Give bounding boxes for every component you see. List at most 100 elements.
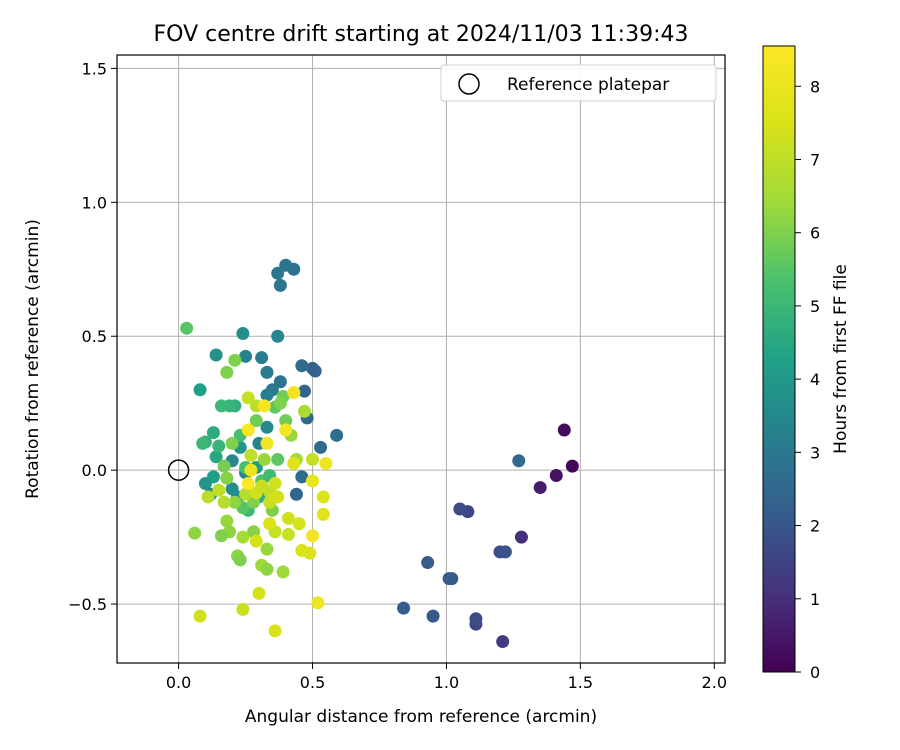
legend-box (440, 64, 717, 102)
data-point (239, 487, 253, 501)
data-point (421, 556, 435, 570)
data-point (217, 459, 231, 473)
y-tick-label: −0.5 (68, 595, 107, 614)
data-point (236, 327, 250, 341)
data-point (512, 454, 526, 468)
data-point (297, 384, 311, 398)
reference-platepar-marker (167, 459, 190, 481)
data-point (236, 602, 250, 616)
legend-entry-reference-platepar: Reference platepar (507, 75, 669, 95)
colorbar-tick-label: 1 (810, 590, 820, 609)
data-point (209, 450, 223, 464)
data-point (249, 534, 263, 548)
data-point (220, 365, 234, 379)
data-point (220, 471, 234, 485)
data-point (260, 542, 274, 556)
data-point (316, 490, 330, 504)
data-point (239, 349, 253, 363)
data-point (257, 399, 271, 413)
x-tick-label: 2.0 (702, 673, 727, 692)
data-point (279, 258, 293, 272)
data-point (236, 530, 250, 544)
legend-marker-icon (458, 73, 480, 95)
colorbar-tick-label: 3 (810, 443, 820, 462)
y-tick-label: 1.5 (82, 59, 107, 78)
data-point (228, 353, 242, 367)
data-points (180, 258, 579, 649)
data-point (281, 511, 295, 525)
data-point (496, 635, 510, 649)
colorbar-tick-label: 7 (810, 150, 820, 169)
data-point (289, 487, 303, 501)
y-tick-label: 1.0 (82, 193, 107, 212)
x-axis-label: Angular distance from reference (arcmin) (245, 707, 597, 727)
data-point (209, 348, 223, 362)
colorbar-ticks: 0 1 2 3 4 5 6 7 8 (795, 77, 820, 682)
data-point (193, 383, 207, 397)
data-point (268, 477, 282, 491)
data-point (233, 553, 247, 567)
y-axis-label: Rotation from reference (arcmin) (23, 219, 43, 499)
data-point (445, 572, 459, 586)
plot-area-frame (116, 54, 726, 664)
data-point (498, 545, 512, 559)
colorbar: 0 1 2 3 4 5 6 7 8 Hours from first FF file (762, 45, 851, 682)
data-point (252, 586, 266, 600)
data-point (198, 477, 212, 491)
data-point (565, 459, 579, 473)
data-point (533, 481, 547, 495)
data-point (297, 404, 311, 418)
data-point (260, 436, 274, 450)
data-point (249, 414, 263, 428)
data-point (271, 266, 285, 280)
data-point (557, 423, 571, 437)
data-point (193, 609, 207, 623)
data-point (306, 452, 320, 466)
data-point (279, 414, 293, 428)
data-point (260, 562, 274, 576)
colorbar-tick-label: 6 (810, 224, 820, 243)
x-axis: 0.0 0.5 1.0 1.5 2.0 (166, 663, 727, 692)
legend: Reference platepar (440, 64, 717, 102)
data-point (260, 365, 274, 379)
data-point (271, 329, 285, 343)
data-point (273, 396, 287, 410)
x-tick-label: 0.5 (300, 673, 325, 692)
data-point (453, 502, 467, 516)
colorbar-tick-label: 8 (810, 77, 820, 96)
data-point (397, 601, 411, 615)
data-point (306, 361, 320, 375)
data-point (217, 495, 231, 509)
data-point (426, 609, 440, 623)
data-point (271, 490, 285, 504)
data-point (279, 423, 293, 437)
data-point (268, 624, 282, 638)
data-point (214, 399, 228, 413)
data-point (306, 474, 320, 488)
data-point (281, 527, 295, 541)
data-point (314, 440, 328, 454)
data-point (241, 391, 255, 405)
data-point (287, 456, 301, 470)
data-point (330, 428, 344, 442)
colorbar-gradient (762, 45, 796, 673)
data-point (311, 596, 325, 610)
data-point (244, 448, 258, 462)
colorbar-label: Hours from first FF file (831, 264, 851, 454)
data-point (225, 482, 239, 496)
colorbar-tick-label: 0 (810, 663, 820, 682)
data-point (287, 385, 301, 399)
data-point (188, 526, 202, 540)
data-point (316, 507, 330, 521)
data-point (260, 388, 274, 402)
data-point (295, 470, 309, 484)
data-point (244, 463, 258, 477)
data-point (255, 351, 269, 365)
data-point (214, 529, 228, 543)
y-tick-label: 0.0 (82, 461, 107, 480)
data-point (276, 565, 290, 579)
colorbar-tick-label: 5 (810, 297, 820, 316)
data-point (295, 359, 309, 373)
data-point (319, 456, 333, 470)
